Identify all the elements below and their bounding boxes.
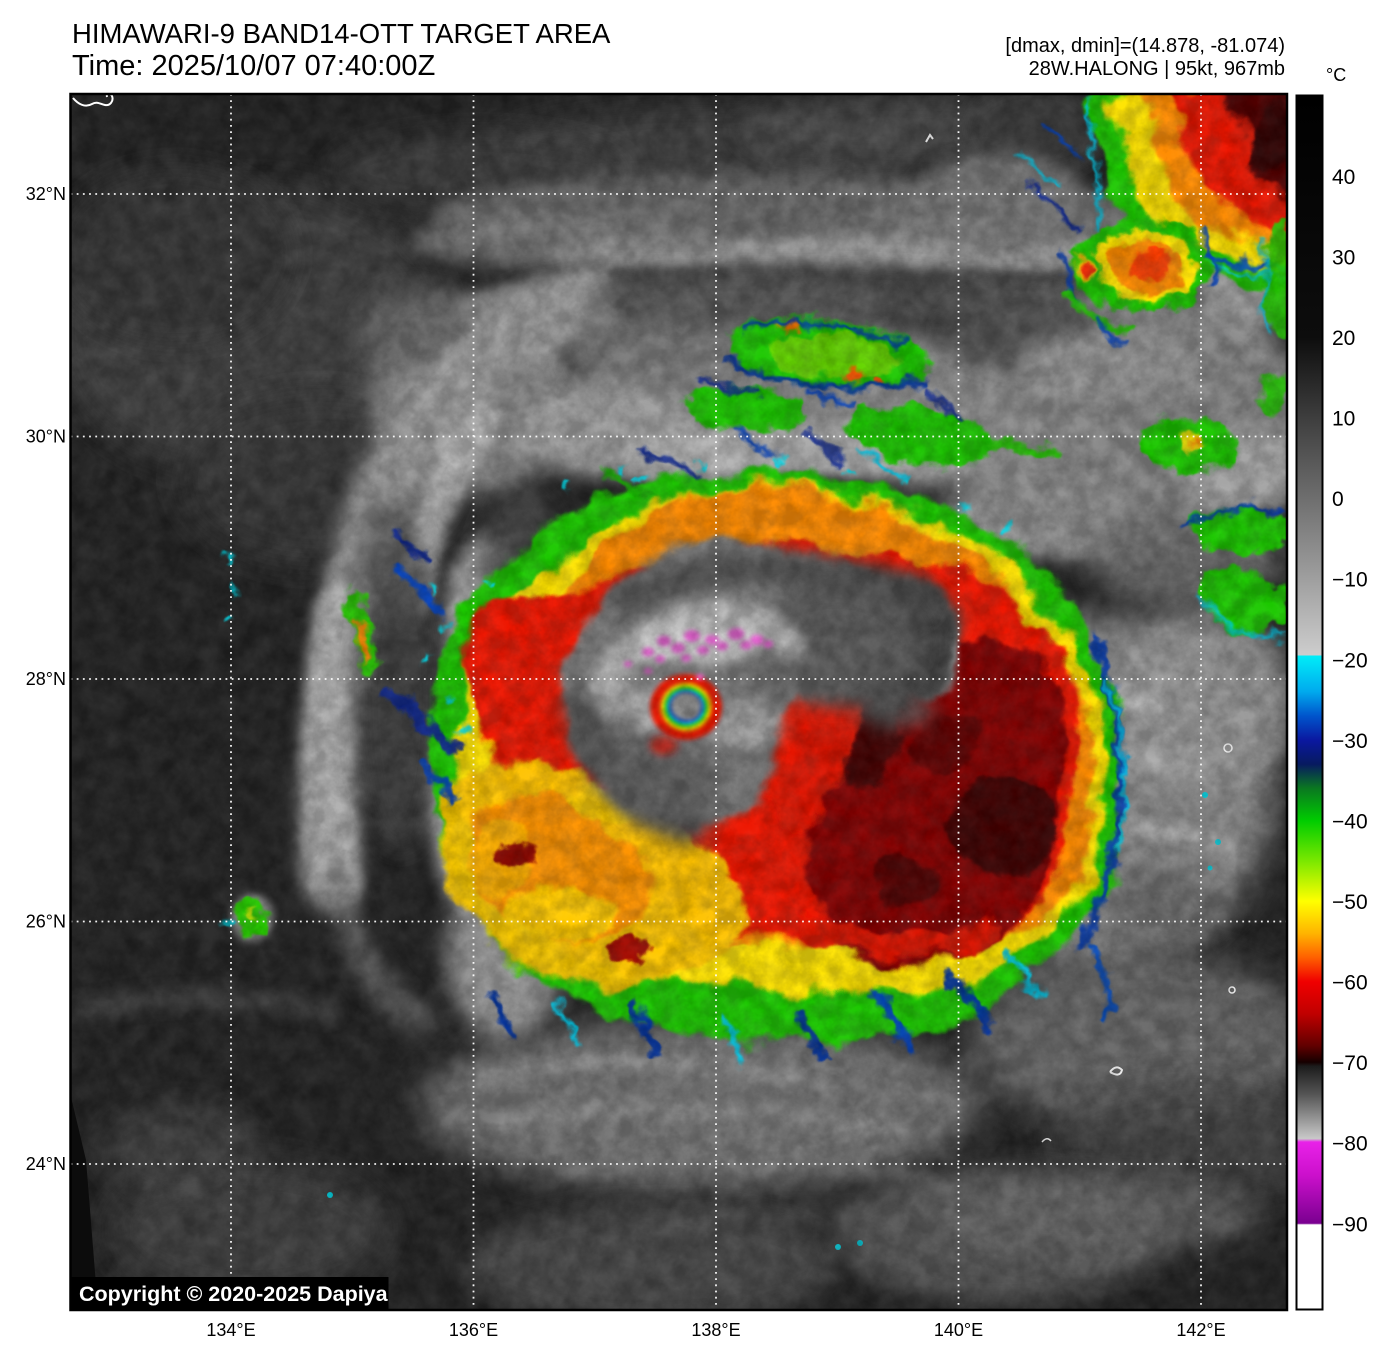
svg-text:28W.HALONG | 95kt, 967mb: 28W.HALONG | 95kt, 967mb (1029, 58, 1285, 80)
svg-text:40: 40 (1332, 166, 1355, 189)
svg-text:30°N: 30°N (26, 427, 66, 447)
svg-text:28°N: 28°N (26, 669, 66, 689)
svg-text:30: 30 (1332, 246, 1355, 269)
svg-text:[dmax, dmin]=(14.878, -81.074): [dmax, dmin]=(14.878, -81.074) (1005, 35, 1285, 57)
svg-text:32°N: 32°N (26, 184, 66, 204)
svg-text:−40: −40 (1332, 810, 1368, 833)
svg-text:138°E: 138°E (691, 1320, 740, 1340)
svg-text:−90: −90 (1332, 1213, 1368, 1236)
svg-text:−30: −30 (1332, 730, 1368, 753)
svg-text:Copyright © 2020-2025 Dapiya: Copyright © 2020-2025 Dapiya (79, 1282, 389, 1306)
svg-text:−60: −60 (1332, 972, 1368, 995)
svg-text:26°N: 26°N (26, 912, 66, 932)
svg-text:°C: °C (1326, 65, 1346, 85)
svg-text:−20: −20 (1332, 649, 1368, 672)
svg-text:10: 10 (1332, 408, 1355, 431)
svg-text:Time: 2025/10/07 07:40:00Z: Time: 2025/10/07 07:40:00Z (72, 50, 435, 82)
svg-text:140°E: 140°E (934, 1320, 983, 1340)
svg-text:HIMAWARI-9 BAND14-OTT TARGET A: HIMAWARI-9 BAND14-OTT TARGET AREA (72, 18, 611, 49)
svg-text:−80: −80 (1332, 1133, 1368, 1156)
svg-text:24°N: 24°N (26, 1154, 66, 1174)
svg-text:−70: −70 (1332, 1052, 1368, 1075)
svg-text:136°E: 136°E (449, 1320, 498, 1340)
svg-text:20: 20 (1332, 327, 1355, 350)
svg-text:142°E: 142°E (1176, 1320, 1225, 1340)
svg-text:134°E: 134°E (206, 1320, 255, 1340)
svg-text:−10: −10 (1332, 569, 1368, 592)
svg-text:−50: −50 (1332, 891, 1368, 914)
svg-text:0: 0 (1332, 488, 1344, 511)
